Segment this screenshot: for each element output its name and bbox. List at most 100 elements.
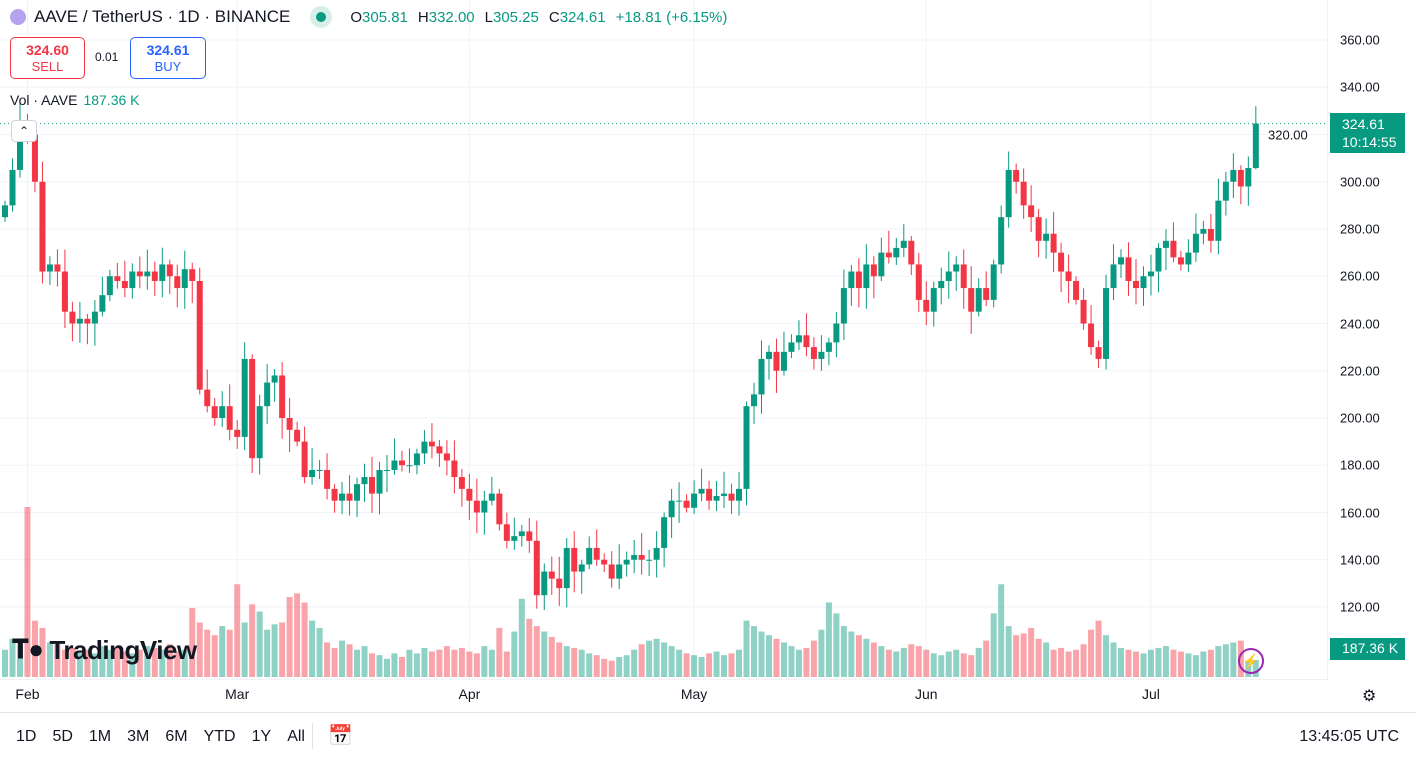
volume-bar [601,658,608,677]
volume-bar [713,651,720,677]
candle-body [286,418,293,430]
tv-logo-icon: 𝐓● [12,634,44,664]
volume-bar [1103,635,1110,677]
candle-body [54,264,61,272]
candle-body [795,335,802,343]
divider [312,723,313,749]
range-1m[interactable]: 1M [88,728,112,745]
volume-bar [1058,647,1065,677]
candle-body [2,205,8,218]
volume-bar [346,644,353,677]
candle-body [406,465,413,467]
high-value: 332.00 [428,8,475,26]
candle-body [376,469,383,494]
volume-bar [99,646,106,677]
volume-bar [893,651,900,677]
candle-body [541,571,548,596]
candle-body [885,252,892,258]
candle-body [369,477,376,494]
volume-bar [1192,655,1199,677]
range-all[interactable]: All [287,728,305,745]
utc-clock[interactable]: 13:45:05 UTC [1299,728,1399,745]
candle-body [511,536,518,541]
price-chart[interactable] [0,0,1328,680]
volume-bar [571,647,578,677]
candle-body [623,559,630,565]
volume-bar [1073,649,1080,677]
volume-bar [54,644,61,677]
candle-body [1058,252,1065,272]
range-1y[interactable]: 1Y [251,728,272,745]
candle-body [631,555,638,560]
candle-body [938,280,945,289]
volume-bar [676,649,683,677]
volume-bar [1088,629,1095,677]
range-5d[interactable]: 5D [52,728,73,745]
volume-bar [1132,651,1139,677]
candle-body [878,252,885,277]
time-tick: Jul [1142,686,1160,702]
range-3m[interactable]: 3M [127,728,150,745]
price-tick: 360.00 [1340,32,1380,48]
range-ytd[interactable]: YTD [203,728,236,745]
volume-bar [144,646,151,677]
settings-icon[interactable]: ⚙ [1362,688,1377,705]
candle-body [676,500,683,502]
candle-body [683,500,690,508]
volume-bar [354,649,361,677]
price-tick: 160.00 [1340,505,1380,520]
volume-bar [473,653,480,677]
sell-button[interactable]: 324.60 SELL [10,37,85,79]
volume-bar [765,635,772,677]
collapse-legend-button[interactable]: ⌃ [11,120,37,142]
candle-body [818,351,825,359]
volume-bar [413,653,420,677]
volume-bar [736,649,743,677]
candle-body [324,469,331,489]
volume-bar [496,627,503,677]
candle-body [451,460,458,478]
symbol-title[interactable]: AAVE / TetherUS · 1D · BINANCE [34,7,291,26]
buy-button[interactable]: 324.61 BUY [130,37,206,79]
candle-body [1080,299,1087,324]
volume-bar [151,647,158,677]
volume-label: Vol · AAVE [10,92,78,108]
volume-bar [31,620,38,677]
close-value: 324.61 [559,8,606,26]
tradingview-logo[interactable]: 𝐓● TradingView [12,634,197,666]
price-axis[interactable]: 360.00 340.00 320.00 300.00 280.00 260.00 240.… [1266,0,1416,680]
candle-body [1245,168,1252,187]
candle-body [810,347,817,359]
volume-bar [900,647,907,677]
candle-body [331,488,338,501]
volume-bar [578,649,585,677]
volume-bar [848,631,855,677]
candle-body [398,460,405,466]
candle-body [1147,271,1154,277]
volume-bar [773,638,780,677]
candle-body [1155,247,1162,272]
range-6m[interactable]: 6M [165,728,188,745]
candle-body [915,264,922,300]
price-tick: 320.00 [1266,127,1310,142]
price-tick: 140.00 [1340,552,1380,568]
range-buttons: 1D 5D 1M 3M 6M YTD 1Y All [16,728,305,746]
volume-bar [1125,649,1132,677]
candle-body [586,547,593,565]
candle-body [1050,233,1057,253]
range-1d[interactable]: 1D [16,728,37,745]
candle-body [361,477,368,485]
volume-bar [923,649,930,677]
volume-bar [511,631,518,677]
volume-bar [69,647,76,677]
candle-body [39,181,46,272]
volume-bar [219,626,226,677]
candle-body [1103,288,1110,359]
volume-bar [339,640,346,677]
candle-body [780,351,787,371]
volume-bar [533,626,540,677]
volume-legend[interactable]: Vol · AAVE 187.36 K [10,92,140,108]
volume-bar [466,651,473,677]
lightning-icon[interactable]: ⚡ [1238,648,1264,674]
go-to-date-icon[interactable]: 📅 [328,725,353,747]
